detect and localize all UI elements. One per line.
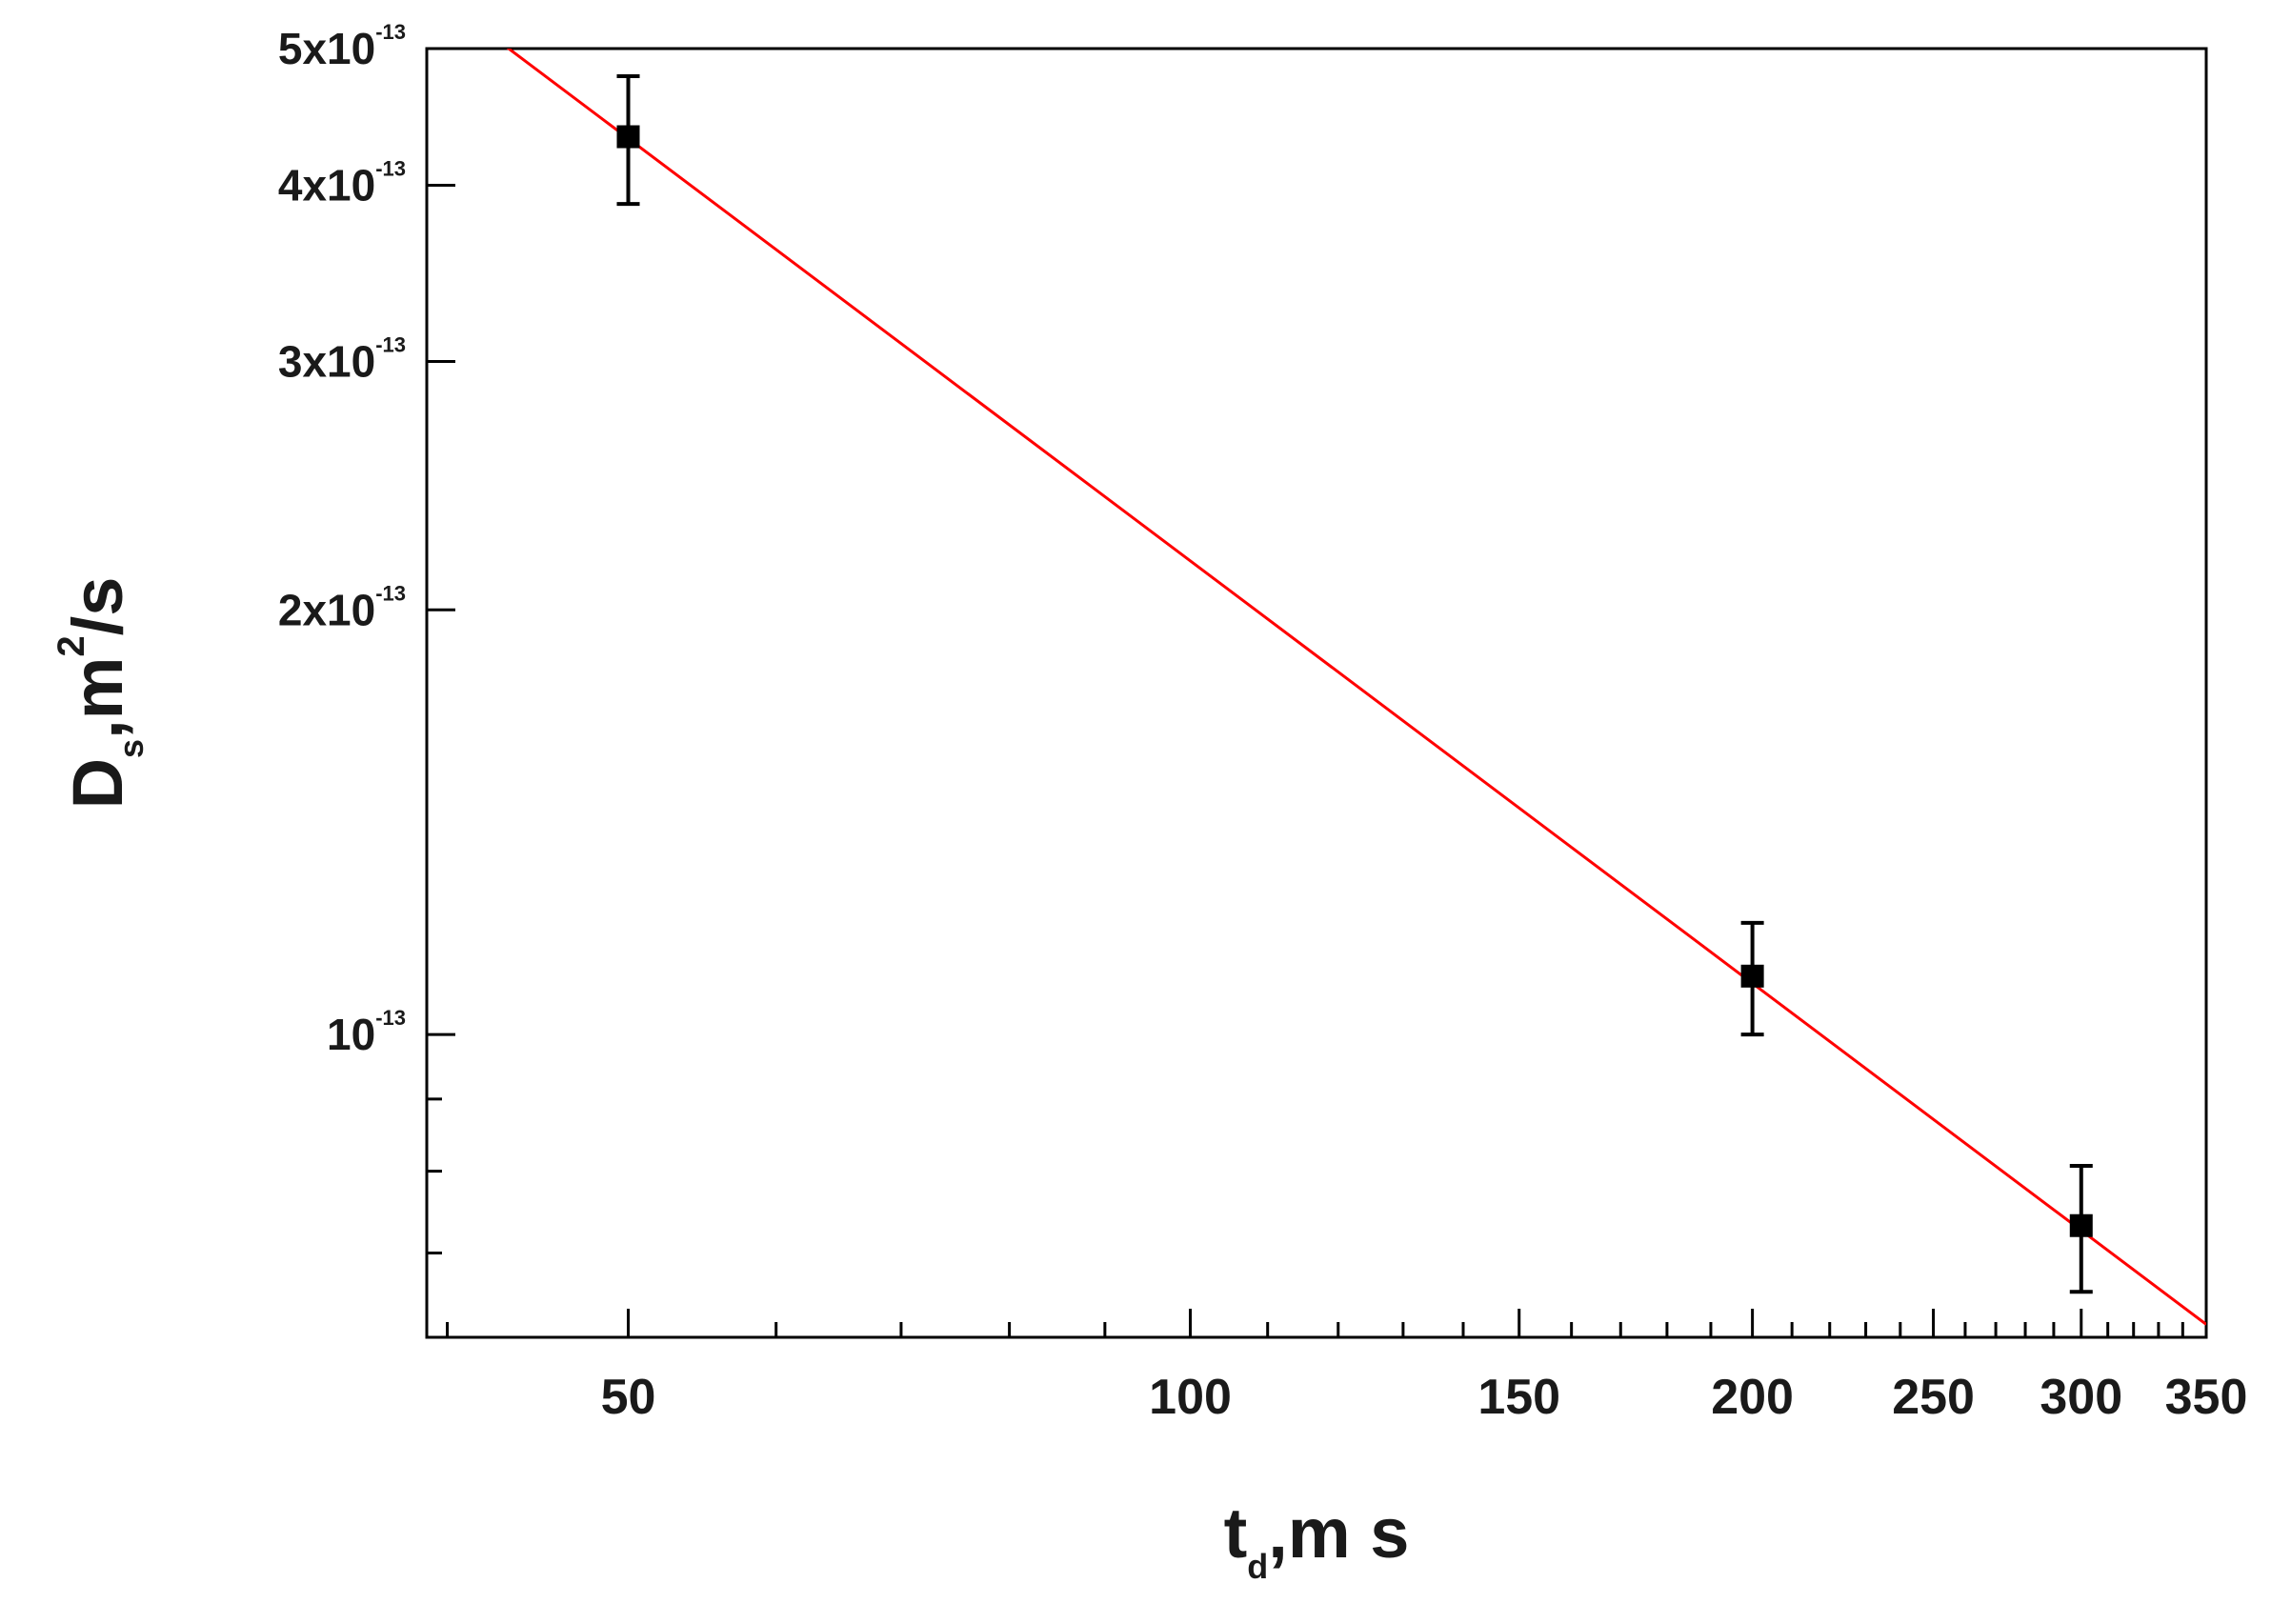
x-axis-label-part: ,m s (1268, 1494, 1409, 1573)
x-tick-label: 50 (601, 1370, 656, 1425)
y-tick-mantissa: 10 (327, 1010, 375, 1059)
y-tick-mantissa: 3x10 (278, 337, 375, 387)
x-tick-label: 300 (2040, 1370, 2122, 1425)
data-point (2069, 1213, 2093, 1237)
y-axis-label-part: ,m (58, 657, 137, 739)
y-axis-label-part: 2 (50, 635, 92, 656)
plot-frame (425, 47, 2208, 1339)
y-tick-exponent: -13 (375, 157, 406, 181)
y-tick-label: 10-13 (327, 1006, 406, 1059)
y-axis-label: Ds,m2/s (50, 577, 151, 810)
x-axis-label-part: t (1224, 1494, 1248, 1573)
y-tick-exponent: -13 (375, 333, 406, 357)
x-axis-label: td,m s (1224, 1494, 1410, 1586)
x-tick-label: 200 (1711, 1370, 1794, 1425)
x-axis-label-part: d (1247, 1547, 1268, 1586)
y-tick-mantissa: 2x10 (278, 585, 375, 634)
y-axis-label-part: s (111, 739, 151, 758)
y-axis-label-part: D (58, 758, 137, 809)
y-tick-label: 5x10-13 (278, 20, 406, 73)
x-tick-label: 100 (1149, 1370, 1232, 1425)
y-axis-label-part: /s (58, 577, 137, 636)
y-tick-label: 2x10-13 (278, 581, 406, 634)
data-point (1740, 964, 1764, 988)
y-tick-label: 4x10-13 (278, 157, 406, 211)
x-tick-label: 150 (1477, 1370, 1560, 1425)
plot-area (506, 49, 2206, 1326)
y-tick-mantissa: 4x10 (278, 161, 375, 211)
fit-line (506, 49, 2206, 1326)
y-tick-exponent: -13 (375, 581, 406, 605)
x-tick-label: 250 (1892, 1370, 1975, 1425)
y-tick-exponent: -13 (375, 1006, 406, 1030)
x-tick-label: 350 (2165, 1370, 2248, 1425)
data-point (616, 125, 640, 149)
y-tick-label: 3x10-13 (278, 333, 406, 387)
y-tick-mantissa: 5x10 (278, 24, 375, 73)
y-tick-exponent: -13 (375, 20, 406, 44)
